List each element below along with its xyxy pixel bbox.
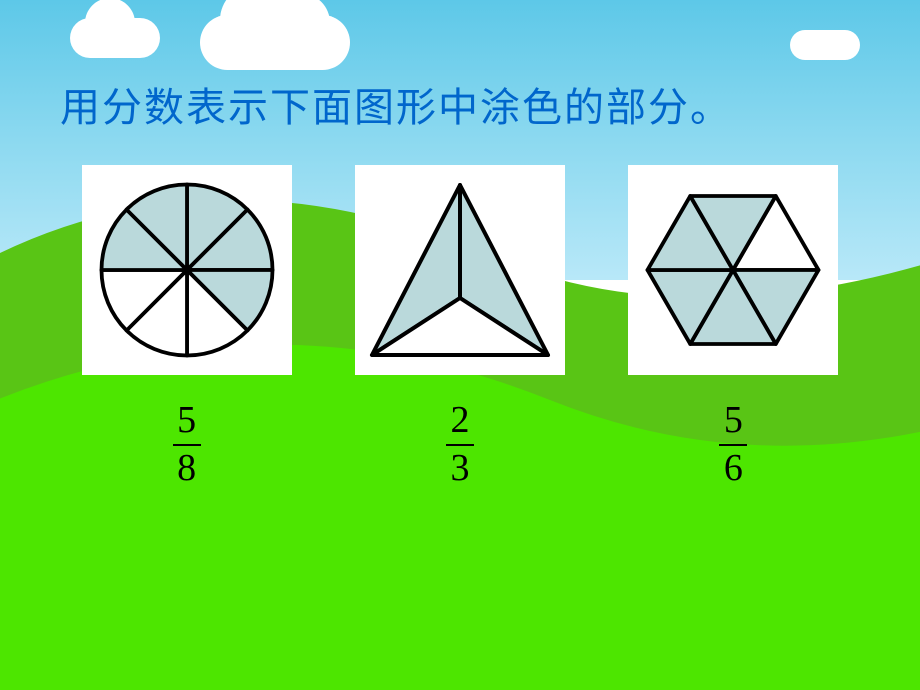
fraction-numerator: 5: [724, 400, 743, 442]
fraction-numerator: 2: [450, 400, 469, 442]
fraction-2: 2 3: [355, 400, 565, 490]
fraction-denominator: 3: [450, 448, 469, 490]
fraction-1: 5 8: [82, 400, 292, 490]
figures-row: [0, 165, 920, 375]
hexagon-diagram: [633, 175, 833, 365]
fraction-bar: [446, 444, 474, 446]
figure-circle: [82, 165, 292, 375]
fraction-numerator: 5: [177, 400, 196, 442]
fraction-bar: [719, 444, 747, 446]
figure-triangle: [355, 165, 565, 375]
fractions-row: 5 8 2 3 5 6: [0, 400, 920, 490]
figure-hexagon: [628, 165, 838, 375]
circle-pie-diagram: [92, 175, 282, 365]
fraction-denominator: 6: [724, 448, 743, 490]
fraction-denominator: 8: [177, 448, 196, 490]
triangle-diagram: [360, 170, 560, 370]
fraction-3: 5 6: [628, 400, 838, 490]
page-title: 用分数表示下面图形中涂色的部分。: [60, 75, 732, 133]
fraction-bar: [173, 444, 201, 446]
